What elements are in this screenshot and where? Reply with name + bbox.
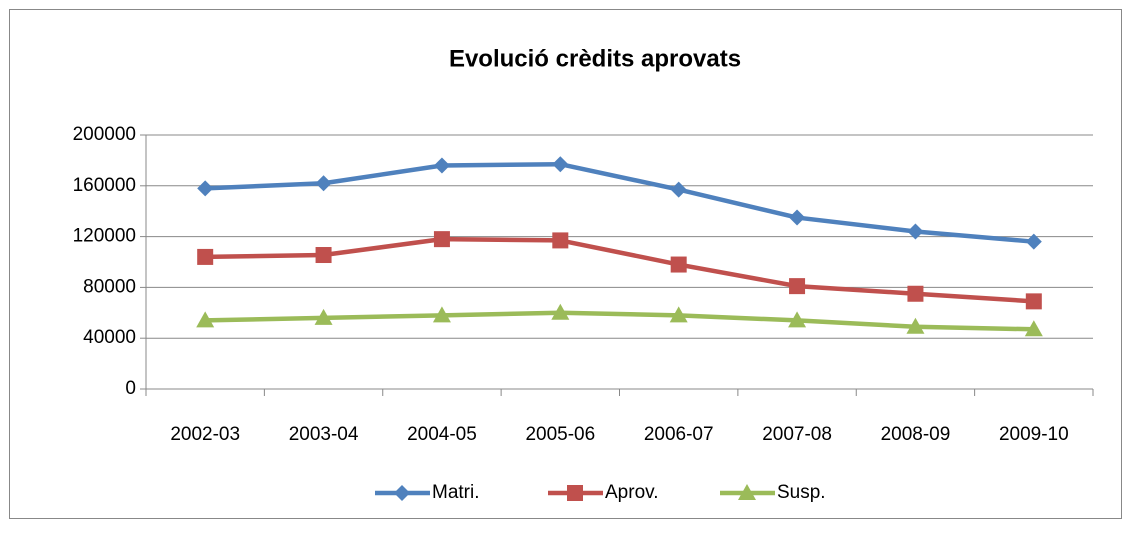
marker bbox=[669, 306, 688, 323]
marker bbox=[567, 485, 583, 501]
x-tick-label: 2004-05 bbox=[407, 424, 477, 445]
x-tick-label: 2002-03 bbox=[170, 424, 240, 445]
y-tick-label: 120000 bbox=[73, 226, 136, 247]
marker bbox=[789, 278, 806, 295]
y-tick-label: 160000 bbox=[73, 175, 136, 196]
marker bbox=[907, 285, 924, 302]
y-tick-label: 40000 bbox=[83, 327, 136, 348]
marker bbox=[552, 156, 569, 173]
marker bbox=[906, 317, 925, 334]
marker bbox=[1025, 293, 1042, 310]
marker bbox=[432, 306, 451, 323]
marker bbox=[433, 231, 450, 248]
marker bbox=[788, 311, 807, 328]
y-tick-label: 80000 bbox=[83, 276, 136, 297]
x-tick-label: 2008-09 bbox=[881, 424, 951, 445]
marker bbox=[670, 181, 687, 198]
y-tick-label: 0 bbox=[125, 378, 136, 399]
x-tick-label: 2006-07 bbox=[644, 424, 714, 445]
series-line bbox=[205, 161, 1035, 244]
marker bbox=[1024, 320, 1043, 337]
x-tick-label: 2005-06 bbox=[525, 424, 595, 445]
marker bbox=[196, 311, 215, 328]
marker bbox=[315, 175, 332, 192]
marker bbox=[433, 157, 450, 174]
x-tick-label: 2007-08 bbox=[762, 424, 832, 445]
marker bbox=[907, 223, 924, 240]
chart-title: Evolució crèdits aprovats bbox=[449, 45, 741, 72]
series-line bbox=[205, 310, 1034, 332]
y-tick-label: 200000 bbox=[73, 124, 136, 145]
marker bbox=[738, 484, 756, 500]
legend-label: Aprov. bbox=[605, 482, 659, 503]
chart-border bbox=[9, 9, 1122, 519]
series-line bbox=[205, 236, 1034, 304]
x-tick-label: 2009-10 bbox=[999, 424, 1069, 445]
marker bbox=[552, 232, 569, 249]
legend-label: Susp. bbox=[777, 482, 826, 503]
marker bbox=[197, 248, 214, 265]
legend-label: Matri. bbox=[432, 482, 480, 503]
marker bbox=[197, 180, 214, 197]
x-tick-label: 2003-04 bbox=[289, 424, 359, 445]
marker bbox=[314, 308, 333, 325]
marker bbox=[551, 303, 570, 320]
marker bbox=[315, 247, 332, 264]
marker bbox=[394, 485, 410, 501]
marker bbox=[789, 209, 806, 226]
marker bbox=[1025, 233, 1042, 250]
marker bbox=[670, 256, 687, 273]
